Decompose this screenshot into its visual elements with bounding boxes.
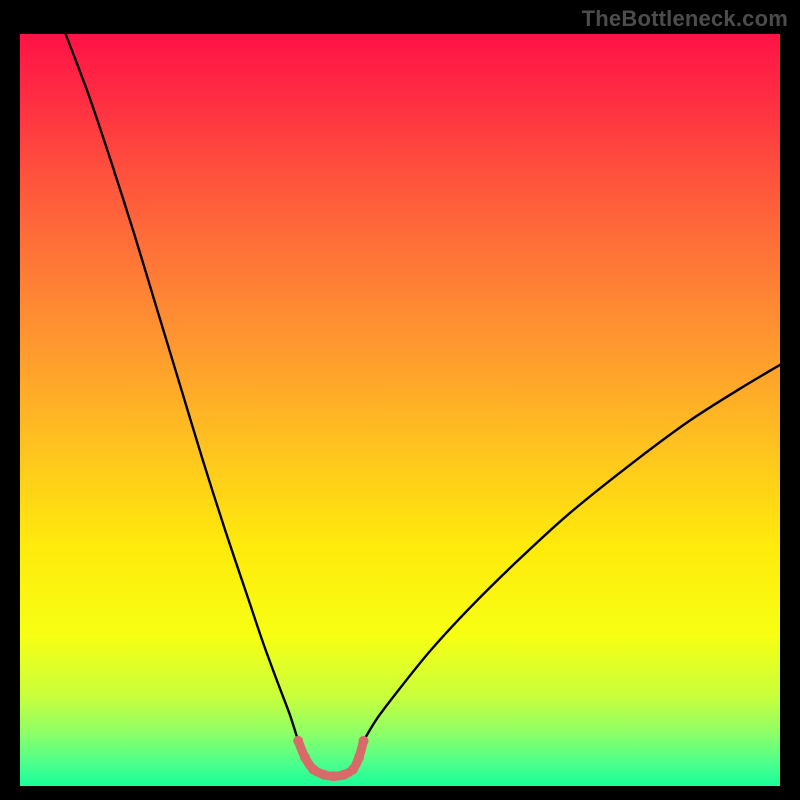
minimum-marker-dot bbox=[319, 770, 329, 780]
minimum-marker-dot bbox=[359, 736, 369, 746]
minimum-marker-dot bbox=[293, 736, 303, 746]
minimum-marker-dot bbox=[308, 764, 318, 774]
minimum-marker-dot bbox=[339, 770, 349, 780]
bottleneck-chart bbox=[20, 34, 780, 786]
minimum-marker-dot bbox=[300, 752, 310, 762]
minimum-marker-dot bbox=[354, 752, 364, 762]
minimum-marker-dot bbox=[348, 764, 358, 774]
watermark-text: TheBottleneck.com bbox=[582, 6, 788, 32]
gradient-background bbox=[20, 34, 780, 786]
minimum-marker-dot bbox=[329, 771, 339, 781]
chart-container bbox=[20, 34, 780, 786]
